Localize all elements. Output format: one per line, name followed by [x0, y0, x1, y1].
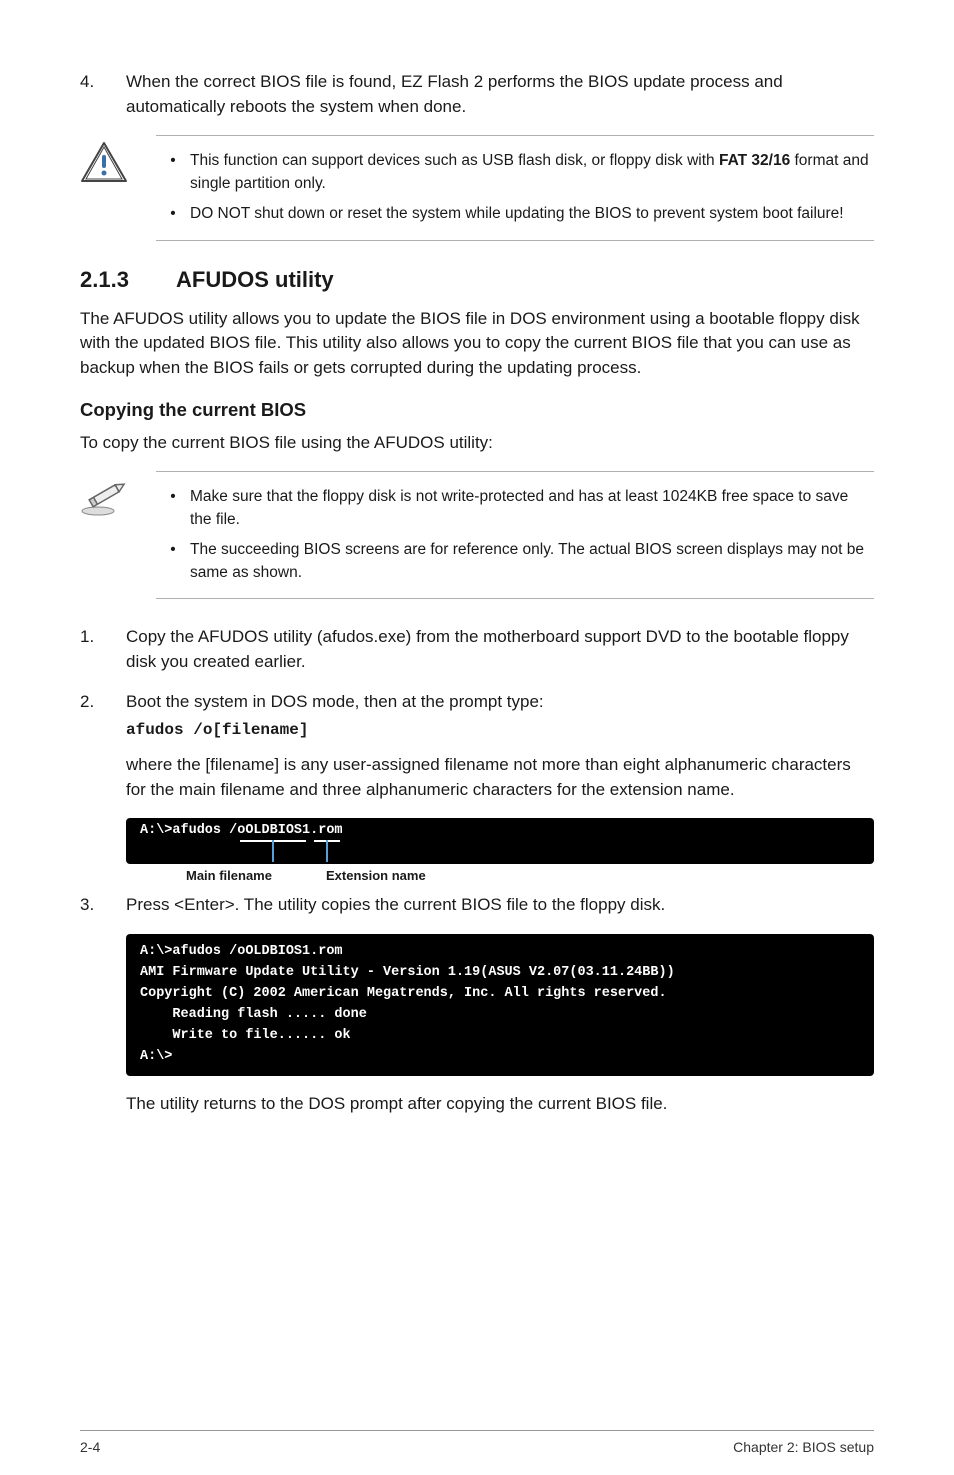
page-footer: 2-4 Chapter 2: BIOS setup [80, 1430, 874, 1475]
note-callout: • Make sure that the floppy disk is not … [80, 471, 874, 599]
subheading-copying: Copying the current BIOS [80, 399, 874, 421]
note-bullet-2: • The succeeding BIOS screens are for re… [156, 535, 874, 588]
step-4-text: When the correct BIOS file is found, EZ … [126, 70, 874, 119]
bullet-dot: • [156, 486, 190, 531]
step-1: 1. Copy the AFUDOS utility (afudos.exe) … [80, 625, 874, 674]
step-2-explain: where the [filename] is any user-assigne… [126, 753, 874, 802]
section-heading: 2.1.3AFUDOS utility [80, 267, 874, 293]
step-2-text: Boot the system in DOS mode, then at the… [126, 690, 874, 715]
intro-paragraph: The AFUDOS utility allows you to update … [80, 307, 874, 381]
term2-l2: AMI Firmware Update Utility - Version 1.… [140, 965, 675, 980]
note-content: • Make sure that the floppy disk is not … [156, 471, 874, 599]
step-1-num: 1. [80, 625, 126, 674]
footer-page-number: 2-4 [80, 1439, 100, 1455]
footer-chapter: Chapter 2: BIOS setup [733, 1439, 874, 1455]
warning-callout: • This function can support devices such… [80, 135, 874, 240]
warning-content: • This function can support devices such… [156, 135, 874, 240]
step-3-num: 3. [80, 893, 126, 918]
terminal-1-labels: Main filename Extension name [126, 864, 874, 883]
step-4-num: 4. [80, 70, 126, 119]
terminal-1-wrap: A:\>afudos /oOLDBIOS1.rom Main filename … [126, 818, 874, 883]
warning-icon [80, 141, 128, 185]
pointer-main [272, 840, 274, 862]
note-bullet-1: • Make sure that the floppy disk is not … [156, 482, 874, 535]
bullet-dot: • [156, 150, 190, 195]
warn-b1-b: FAT 32/16 [719, 152, 790, 169]
warning-icon-col [80, 135, 156, 240]
warning-bullet-1: • This function can support devices such… [156, 146, 874, 199]
warning-bullet-2-text: DO NOT shut down or reset the system whi… [190, 203, 874, 225]
pointer-ext [326, 840, 328, 862]
warning-bullet-1-text: This function can support devices such a… [190, 150, 874, 195]
step-3-text: Press <Enter>. The utility copies the cu… [126, 893, 874, 918]
subheading-copying-lead: To copy the current BIOS file using the … [80, 431, 874, 456]
label-extension-name: Extension name [326, 868, 426, 883]
terminal-1: A:\>afudos /oOLDBIOS1.rom [126, 818, 874, 864]
term2-l3: Copyright (C) 2002 American Megatrends, … [140, 986, 667, 1001]
terminal-2: A:\>afudos /oOLDBIOS1.rom AMI Firmware U… [126, 934, 874, 1076]
label-main-filename: Main filename [186, 868, 326, 883]
step-3: 3. Press <Enter>. The utility copies the… [80, 893, 874, 918]
step-2: 2. Boot the system in DOS mode, then at … [80, 690, 874, 715]
section-number: 2.1.3 [80, 267, 176, 293]
terminal-1-cmd: A:\>afudos /oOLDBIOS1.rom [140, 823, 343, 838]
term2-l4: Reading flash ..... done [140, 1007, 367, 1022]
term2-l1: A:\>afudos /oOLDBIOS1.rom [140, 944, 343, 959]
warning-bullet-2: • DO NOT shut down or reset the system w… [156, 199, 874, 229]
step-1-text: Copy the AFUDOS utility (afudos.exe) fro… [126, 625, 874, 674]
bullet-dot: • [156, 203, 190, 225]
section-title: AFUDOS utility [176, 267, 334, 292]
closing-paragraph: The utility returns to the DOS prompt af… [126, 1092, 874, 1117]
bullet-dot: • [156, 539, 190, 584]
note-bullet-2-text: The succeeding BIOS screens are for refe… [190, 539, 874, 584]
warn-b1-a: This function can support devices such a… [190, 152, 719, 169]
pencil-icon [80, 477, 132, 517]
note-bullet-1-text: Make sure that the floppy disk is not wr… [190, 486, 874, 531]
term2-l6: A:\> [140, 1049, 172, 1064]
step-2-num: 2. [80, 690, 126, 715]
term2-l5: Write to file...... ok [140, 1028, 351, 1043]
step-2-code: afudos /o[filename] [126, 721, 874, 739]
step-4: 4. When the correct BIOS file is found, … [80, 70, 874, 119]
note-icon-col [80, 471, 156, 599]
